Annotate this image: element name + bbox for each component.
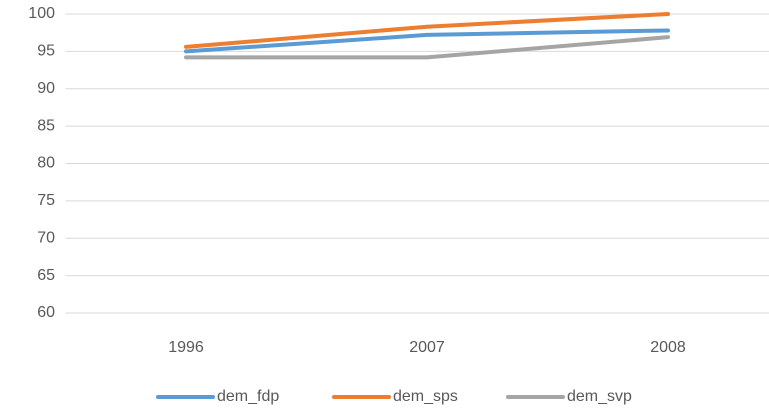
y-tick-label: 100 bbox=[28, 5, 55, 22]
x-tick-label: 2007 bbox=[409, 339, 445, 356]
y-tick-label: 85 bbox=[37, 117, 55, 134]
legend-label: dem_sps bbox=[393, 388, 458, 405]
y-tick-label: 90 bbox=[37, 80, 55, 97]
y-tick-label: 80 bbox=[37, 155, 55, 172]
y-tick-label: 65 bbox=[37, 267, 55, 284]
y-tick-label: 70 bbox=[37, 229, 55, 246]
y-tick-label: 75 bbox=[37, 192, 55, 209]
legend-label: dem_fdp bbox=[217, 388, 279, 405]
series-line bbox=[184, 12, 670, 49]
series-line bbox=[184, 28, 670, 54]
y-tick-label: 60 bbox=[37, 304, 55, 321]
legend-label: dem_svp bbox=[567, 388, 632, 405]
series-line bbox=[184, 35, 670, 60]
x-tick-label: 2008 bbox=[650, 339, 686, 356]
x-tick-label: 1996 bbox=[168, 339, 204, 356]
y-tick-label: 95 bbox=[37, 43, 55, 60]
